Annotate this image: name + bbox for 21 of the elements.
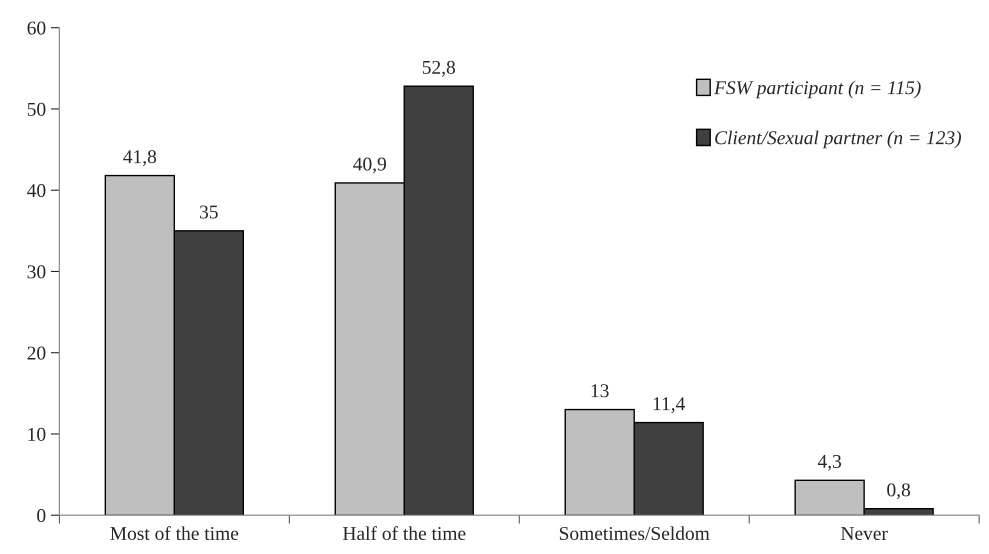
x-tick-label: Half of the time (342, 526, 466, 540)
data-label: 35 (200, 205, 218, 219)
y-tick-label: 50 (28, 102, 46, 116)
legend-label: FSW participant (n = 115) (714, 80, 921, 98)
data-label: 41,8 (123, 150, 156, 166)
y-tick-label: 10 (28, 428, 46, 441)
data-label: 40,9 (353, 157, 386, 174)
data-label: 11,4 (654, 397, 686, 414)
x-tick-label: Sometimes/Seldom (560, 526, 710, 540)
y-tick-label: 30 (28, 265, 46, 278)
data-label: 0,8 (887, 483, 910, 500)
y-tick-label: 60 (28, 22, 46, 35)
legend-label: Client/Sexual partner (n = 123) (715, 130, 962, 148)
x-tick-label: Most of the time (110, 526, 238, 540)
y-tick-label: 20 (28, 346, 46, 360)
y-tick-label: 40 (27, 184, 46, 198)
y-tick-label: 0 (37, 509, 46, 522)
data-label: 13 (592, 384, 609, 398)
data-label: 52,8 (422, 60, 456, 77)
data-label: 4,3 (818, 454, 842, 471)
x-tick-label: Never (840, 527, 888, 540)
